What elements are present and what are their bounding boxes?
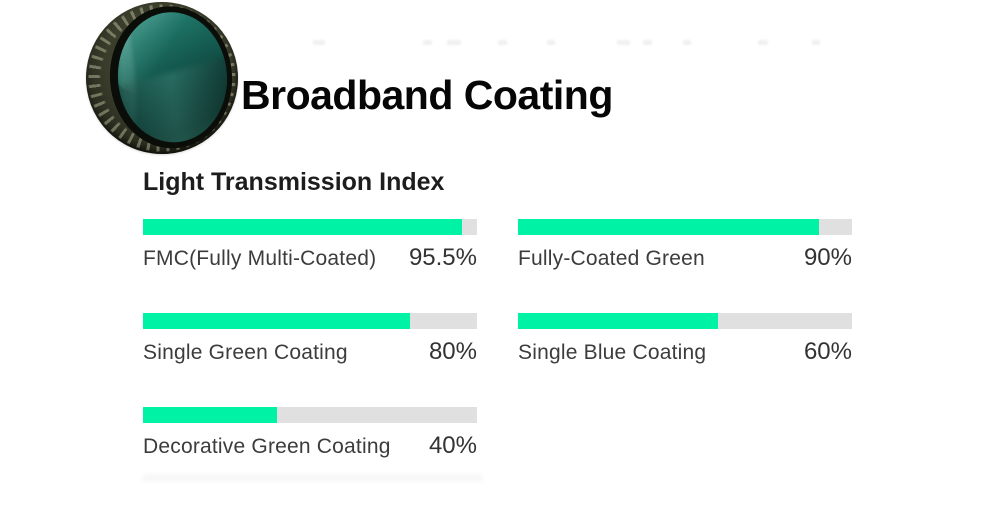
bar-track	[143, 407, 477, 423]
bar-value: 60%	[803, 338, 852, 365]
bar-fill	[143, 313, 411, 329]
bar-fill	[143, 219, 462, 235]
bar-label: Single Green Coating	[143, 341, 348, 364]
bar-label: Decorative Green Coating	[143, 435, 391, 458]
bar-value: 80%	[428, 338, 477, 365]
bar-fill	[518, 219, 819, 235]
bar-track	[518, 313, 852, 329]
section-title: Light Transmission Index	[143, 168, 445, 196]
artifact-dash	[683, 40, 691, 45]
artifact-dash	[812, 40, 820, 45]
bar-value: 95.5%	[408, 244, 477, 271]
bar-track	[518, 219, 852, 235]
bar-meta: FMC(Fully Multi-Coated) 95.5%	[143, 244, 477, 272]
transmission-chart: FMC(Fully Multi-Coated) 95.5% Fully-Coat…	[143, 219, 852, 460]
artifact-dash	[643, 40, 652, 45]
bar-fill	[518, 313, 719, 329]
bar-meta: Single Green Coating 80%	[143, 338, 477, 366]
bar-meta: Single Blue Coating 60%	[518, 338, 852, 366]
bar-label: FMC(Fully Multi-Coated)	[143, 247, 377, 270]
chart-row-single-blue: Single Blue Coating 60%	[518, 313, 852, 366]
chart-row-fully-coated-green: Fully-Coated Green 90%	[518, 219, 852, 272]
bar-label: Fully-Coated Green	[518, 247, 705, 270]
bar-label: Single Blue Coating	[518, 341, 707, 364]
bar-track	[143, 313, 477, 329]
artifact-dash	[617, 40, 630, 45]
artifact-dash	[547, 40, 555, 45]
coated-lens-image	[80, 0, 244, 160]
chart-row-decorative-green: Decorative Green Coating 40%	[143, 407, 477, 460]
chart-row-single-green: Single Green Coating 80%	[143, 313, 477, 366]
artifact-dash	[313, 40, 325, 45]
artifact-dash	[423, 40, 432, 45]
artifact-dash	[143, 474, 483, 482]
chart-row-fmc: FMC(Fully Multi-Coated) 95.5%	[143, 219, 477, 272]
artifact-dash	[758, 40, 768, 45]
page-title: Broadband Coating	[241, 72, 613, 118]
bar-meta: Fully-Coated Green 90%	[518, 244, 852, 272]
bar-fill	[143, 407, 277, 423]
artifact-dash	[447, 40, 461, 45]
bar-meta: Decorative Green Coating 40%	[143, 432, 477, 460]
artifact-dash	[498, 40, 507, 45]
bar-value: 40%	[428, 432, 477, 459]
bar-track	[143, 219, 477, 235]
bar-value: 90%	[803, 244, 852, 271]
